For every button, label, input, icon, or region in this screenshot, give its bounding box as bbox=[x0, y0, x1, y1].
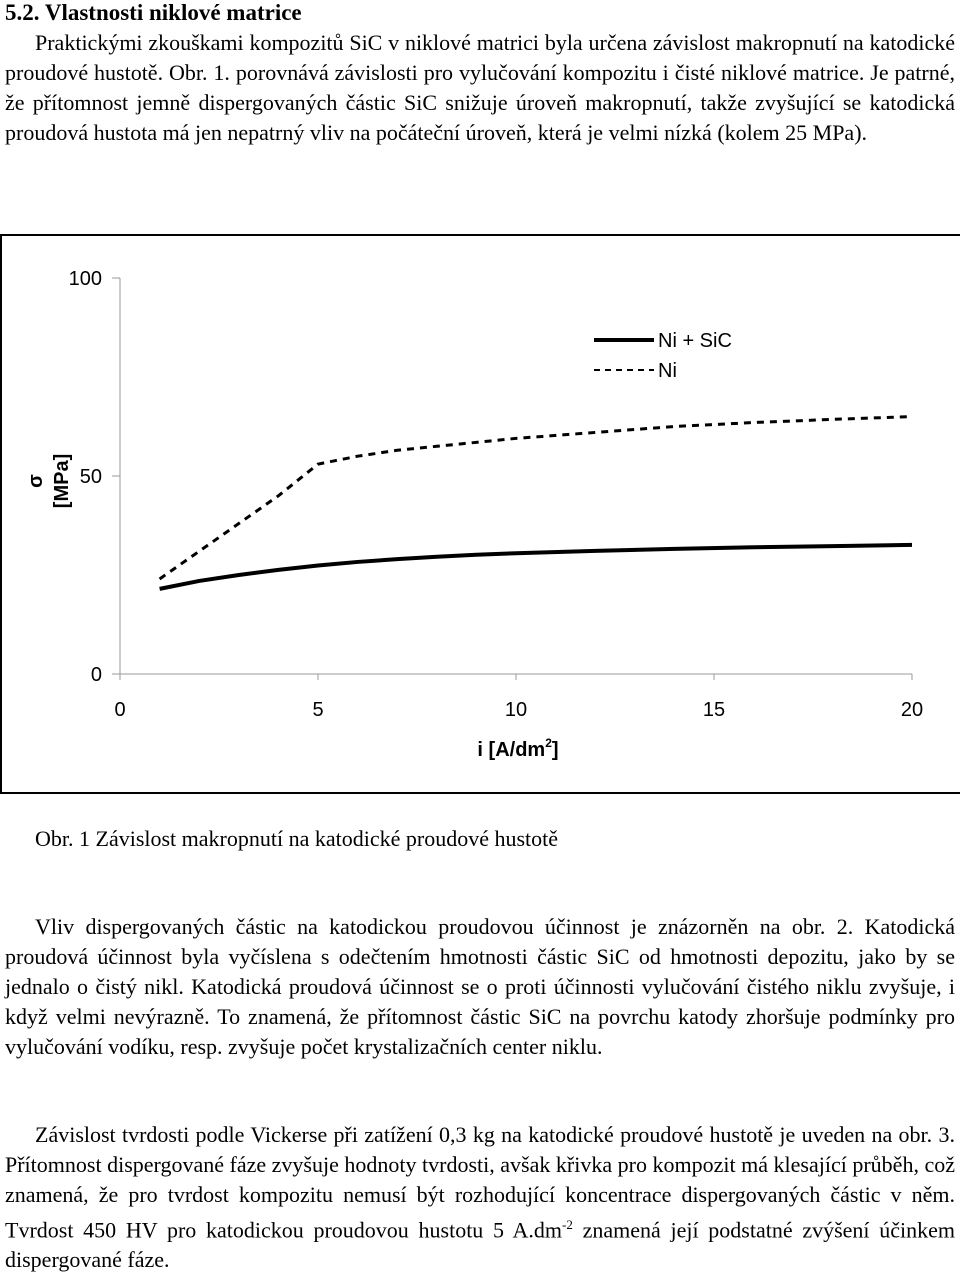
paragraph-intro: Praktickými zkouškami kompozitů SiC v ni… bbox=[5, 30, 955, 145]
y-tick-label: 0 bbox=[91, 664, 102, 686]
unit-exponent: -2 bbox=[562, 1217, 573, 1232]
x-tick-label: 20 bbox=[901, 699, 923, 721]
x-axis-label: i [A/dm2] bbox=[477, 736, 558, 761]
x-tick-label: 5 bbox=[312, 699, 323, 721]
section-heading: 5.2. Vlastnosti niklové matrice bbox=[5, 0, 302, 25]
y-axis-symbol: σ bbox=[25, 474, 47, 488]
x-tick-label: 0 bbox=[114, 699, 125, 721]
y-tick-label: 50 bbox=[80, 466, 102, 488]
hardness-text-end: znamená její podstatné zvýšení účinkem d… bbox=[5, 1217, 956, 1273]
series-line-ni bbox=[158, 415, 913, 581]
legend-label: Ni bbox=[658, 360, 677, 382]
paragraph-hardness: Závislost tvrdosti podle Vickerse při za… bbox=[5, 1120, 955, 1275]
hardness-text: Závislost tvrdosti podle Vickerse při za… bbox=[5, 1122, 955, 1243]
y-axis-unit: [MPa] bbox=[51, 454, 73, 508]
figure-caption: Obr. 1 Závislost makropnutí na katodické… bbox=[35, 826, 559, 851]
paragraph-efficiency: Vliv dispergovaných částic na katodickou… bbox=[5, 914, 955, 1059]
x-tick-label: 15 bbox=[703, 699, 725, 721]
figure-frame: 0 50 100 0 5 10 15 20 Ni + SiC Ni σ [MPa] i [A/d… bbox=[0, 234, 960, 794]
legend-label: Ni + SiC bbox=[658, 330, 732, 352]
stress-chart: 0 50 100 0 5 10 15 20 Ni + SiC Ni σ [MPa] i [A/d… bbox=[25, 268, 923, 761]
series-line-ni-sic bbox=[159, 542, 913, 591]
y-tick-label: 100 bbox=[69, 268, 102, 290]
x-tick-label: 10 bbox=[505, 699, 527, 721]
